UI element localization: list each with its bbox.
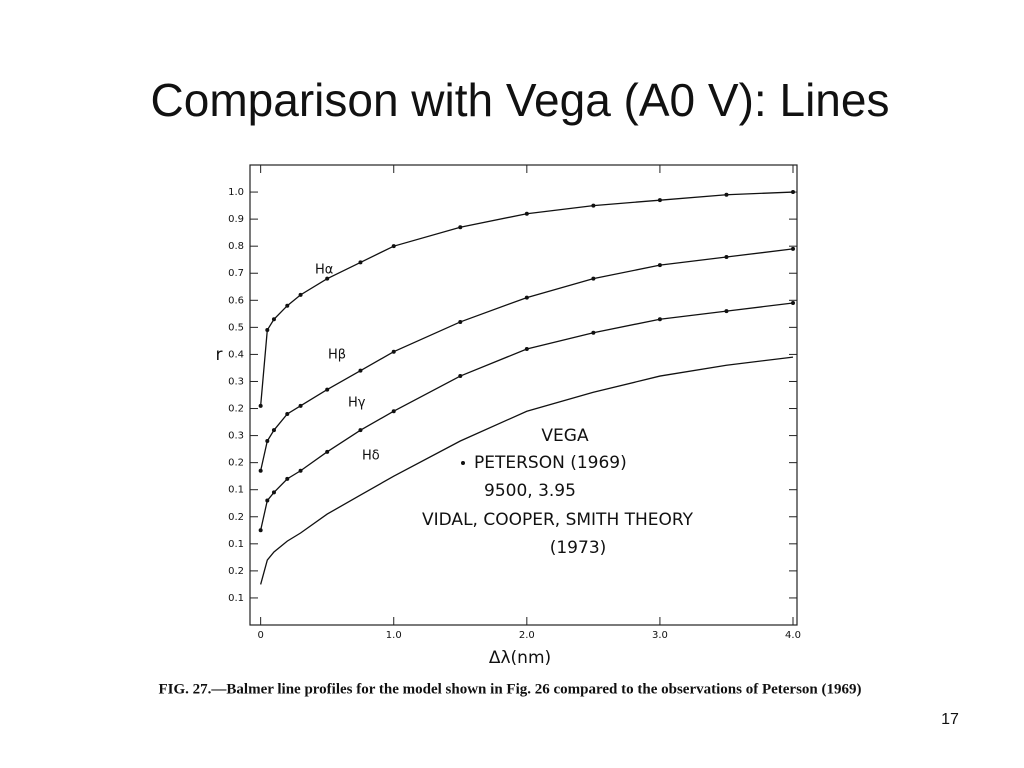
observation-dot	[391, 409, 396, 414]
observation-dot	[524, 295, 529, 300]
observation-dot	[298, 292, 303, 297]
observation-dot	[657, 263, 662, 268]
y-tick-label: 0.6	[228, 295, 244, 306]
figure-caption: FIG. 27.—Balmer line profiles for the mo…	[158, 681, 861, 697]
observation-dot	[791, 301, 796, 305]
curve	[260, 302, 794, 531]
observation-dot	[298, 403, 303, 408]
series-label: Hδ	[362, 449, 380, 464]
series-label: Hα	[315, 263, 333, 278]
y-tick-label: 0.2	[228, 566, 244, 577]
curve	[260, 356, 794, 585]
observation-dot	[358, 428, 363, 433]
annotation: VEGA	[541, 426, 589, 446]
y-tick-label: 0.9	[228, 214, 244, 225]
observation-dot	[458, 225, 463, 230]
curve	[260, 248, 794, 471]
legend-dot	[461, 461, 465, 465]
observation-dot	[591, 276, 596, 281]
x-tick-label: 4.0	[785, 630, 801, 641]
observation-dot	[391, 349, 396, 354]
observation-dot	[458, 319, 463, 324]
observation-dot	[358, 368, 363, 373]
x-axis-label: Δλ(nm)	[489, 648, 551, 668]
observation-dot	[271, 490, 276, 495]
y-tick-label: 0.1	[228, 593, 244, 604]
observation-dot	[657, 317, 662, 322]
observation-dot	[391, 244, 396, 249]
observation-dot	[258, 403, 263, 408]
observation-dot	[265, 328, 270, 333]
y-tick-label: 1.0	[228, 187, 244, 198]
observation-dot	[271, 317, 276, 322]
series-label: Hβ	[328, 348, 346, 363]
plot-frame	[249, 164, 798, 626]
observation-dot	[657, 198, 662, 203]
annotation: PETERSON (1969)	[474, 453, 627, 473]
x-tick-label: 0	[257, 630, 263, 641]
observation-dot	[285, 303, 290, 308]
observation-dot	[258, 528, 263, 533]
page-number: 17	[941, 711, 959, 728]
observation-dot	[458, 374, 463, 379]
y-tick-label: 0.2	[228, 512, 244, 523]
y-tick-label: 0.1	[228, 485, 244, 496]
observation-dot	[791, 190, 796, 195]
observation-dot	[325, 276, 330, 281]
observation-dot	[298, 468, 303, 473]
observation-dot	[791, 246, 796, 251]
observation-dot	[265, 498, 270, 503]
x-tick-label: 1.0	[386, 630, 402, 641]
y-tick-label: 0.8	[228, 241, 244, 252]
observation-dot	[271, 428, 276, 433]
observation-dot	[524, 347, 529, 351]
annotation: 9500, 3.95	[484, 481, 576, 501]
y-axis-label: r	[216, 345, 223, 365]
observation-dot	[325, 449, 330, 454]
observation-dot	[524, 211, 529, 216]
observation-dot	[724, 255, 729, 259]
x-tick-label: 2.0	[519, 630, 535, 641]
observation-dot	[285, 411, 290, 416]
y-tick-label: 0.2	[228, 404, 244, 415]
observation-dot	[591, 203, 596, 208]
observation-dot	[325, 387, 330, 392]
y-tick-label: 0.1	[228, 539, 244, 550]
observation-dot	[265, 439, 270, 443]
annotation: (1973)	[550, 538, 607, 558]
y-tick-label: 0.7	[228, 268, 244, 279]
observation-dot	[591, 330, 596, 335]
annotation: VIDAL, COOPER, SMITH THEORY	[422, 510, 694, 530]
y-tick-label: 0.3	[228, 431, 244, 442]
y-tick-label: 0.2	[228, 458, 244, 469]
series-label: Hγ	[348, 396, 366, 411]
curve	[259, 191, 794, 406]
observation-dot	[724, 192, 729, 197]
observation-dot	[358, 260, 363, 265]
x-tick-label: 3.0	[652, 630, 668, 641]
slide-title: Comparison with Vega (A0 V): Lines	[151, 74, 890, 126]
y-tick-label: 0.3	[228, 376, 244, 387]
observation-dot	[258, 468, 263, 473]
observation-dot	[285, 476, 290, 481]
y-tick-label: 0.4	[228, 349, 244, 360]
y-tick-label: 0.5	[228, 322, 244, 333]
observation-dot	[724, 309, 729, 314]
